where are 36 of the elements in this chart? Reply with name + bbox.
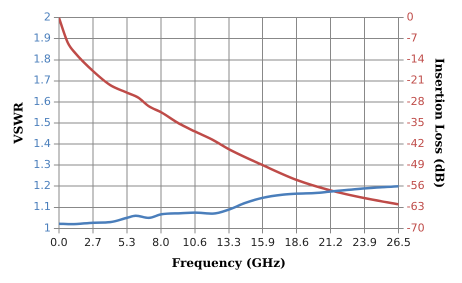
x-tick-label: 15.9 — [250, 236, 275, 249]
y-tick-label: 1.7 — [33, 74, 51, 87]
y2-tick-label: -7 — [406, 32, 418, 45]
y-tick-label: 1.6 — [33, 94, 51, 108]
x-tick-label: 18.6 — [284, 236, 309, 249]
y2-tick-label: -28 — [406, 94, 425, 108]
y-tick-label: 1.2 — [33, 179, 51, 192]
x-tick-label: 8.0 — [152, 236, 170, 249]
x-tick-label: 26.5 — [386, 236, 411, 249]
y-tick-label: 1.9 — [33, 32, 51, 45]
x-tick-label: 23.9 — [352, 236, 377, 249]
y2-tick-label: 0 — [406, 10, 414, 24]
x-axis-title: Frequency (GHz) — [172, 256, 286, 270]
y-tick-label: 2 — [44, 10, 51, 24]
y-tick-label: 1 — [44, 221, 51, 234]
y2-tick-label: -70 — [406, 221, 425, 234]
y2-tick-label: -35 — [406, 116, 425, 129]
x-tick-label: 10.6 — [182, 236, 208, 249]
y-axis-title: VSWR — [11, 101, 26, 145]
y2-axis-title: Insertion Loss (dB) — [432, 58, 447, 188]
y2-tick-label: -49 — [406, 158, 425, 172]
y2-tick-label: -42 — [406, 136, 425, 150]
y-tick-label: 1.5 — [33, 116, 51, 129]
x-tick-label: 5.3 — [118, 236, 136, 249]
y-tick-label: 1.8 — [33, 52, 51, 66]
y2-tick-label: -63 — [406, 200, 425, 214]
y2-tick-label: -56 — [406, 179, 425, 192]
y2-tick-label: -21 — [406, 74, 425, 87]
x-tick-label: 2.7 — [84, 236, 102, 249]
x-tick-label: 0.0 — [50, 236, 68, 249]
y-tick-label: 1.1 — [33, 200, 51, 214]
y-tick-label: 1.3 — [33, 158, 51, 172]
y-tick-label: 1.4 — [33, 136, 51, 150]
x-tick-label: 21.2 — [318, 236, 343, 249]
x-tick-label: 13.3 — [216, 236, 242, 249]
y2-tick-label: -14 — [406, 52, 425, 66]
